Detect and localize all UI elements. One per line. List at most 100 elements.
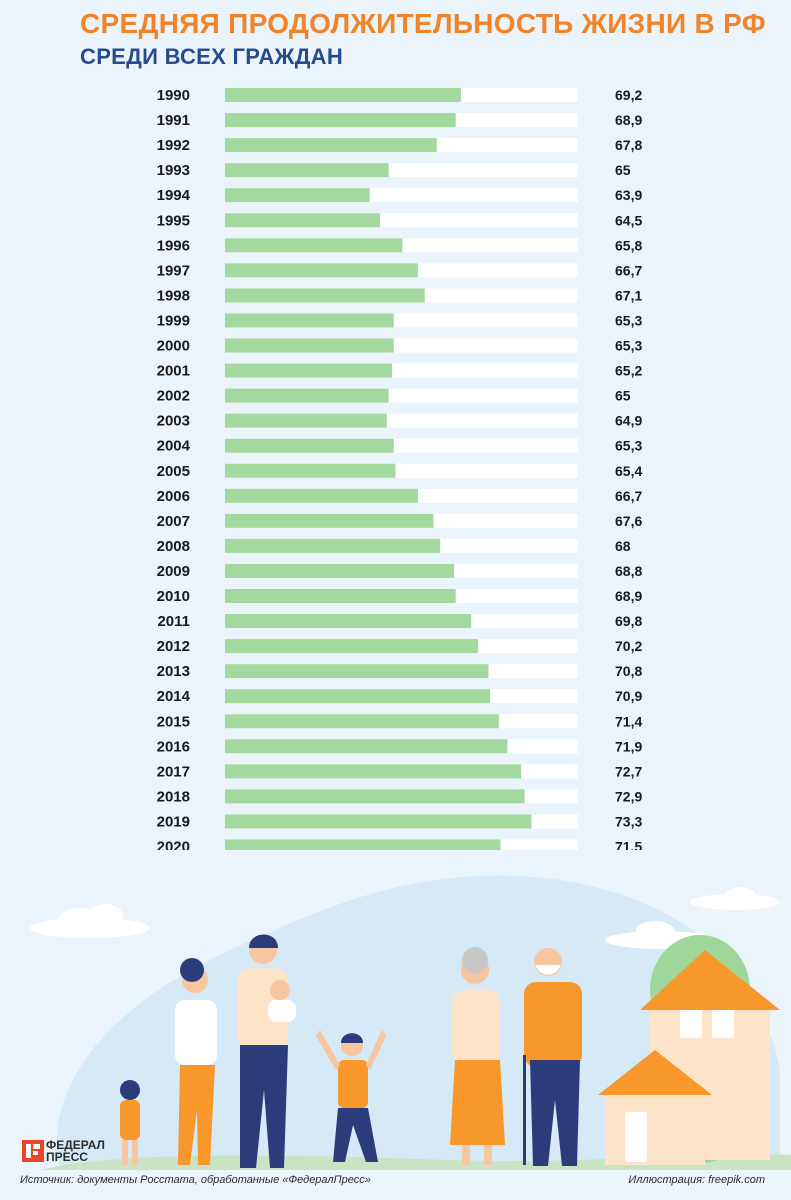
source-note: Источник: документы Росстата, обработанн… [20,1174,371,1186]
value-label: 72,7 [615,763,642,779]
value-label: 70,9 [615,688,642,704]
year-label: 1990 [157,87,190,104]
bar [225,739,508,754]
bar [225,188,370,203]
value-label: 71,5 [615,839,642,851]
year-label: 2014 [157,688,191,705]
value-label: 68 [615,538,631,554]
federal-press-logo: ФЕДЕРАЛ ПРЕСС [20,1138,116,1164]
year-label: 2003 [157,413,190,430]
year-label: 2000 [157,338,190,355]
bar [225,664,489,679]
person-child-girl [120,1080,140,1165]
year-label: 2018 [157,788,190,805]
bar [225,764,522,779]
year-label: 1997 [157,262,190,279]
bar [225,163,389,178]
value-label: 65,3 [615,338,642,354]
logo-text: ФЕДЕРАЛ ПРЕСС [46,1138,105,1164]
bar [225,138,437,153]
illustration-credit: Иллюстрация: freepik.com [628,1174,765,1186]
year-label: 1991 [157,112,190,129]
year-label: 2015 [157,713,190,730]
bar [225,513,434,528]
bar [225,288,425,303]
bar [225,313,394,328]
house-icon [598,950,780,1165]
value-label: 65,4 [615,463,642,479]
year-label: 2016 [157,738,190,755]
value-label: 69,8 [615,613,642,629]
year-label: 2002 [157,388,190,405]
value-label: 72,9 [615,788,642,804]
bar [225,589,456,603]
value-label: 69,2 [615,87,642,103]
person-mother [175,958,217,1165]
value-label: 67,8 [615,137,642,153]
value-label: 66,7 [615,488,642,504]
value-label: 71,9 [615,738,642,754]
bar [225,789,525,804]
year-label: 2020 [157,839,190,851]
year-label: 2008 [157,538,190,555]
year-label: 2006 [157,488,190,505]
year-label: 1995 [157,212,190,229]
bar [225,338,394,353]
value-label: 65,2 [615,363,642,379]
year-label: 1992 [157,137,190,154]
page-subtitle: СРЕДИ ВСЕХ ГРАЖДАН [80,44,344,69]
value-label: 67,1 [615,287,642,303]
year-label: 2017 [157,763,190,780]
year-label: 1993 [157,162,190,179]
background-blob [56,875,781,1170]
value-label: 65 [615,388,631,404]
year-label: 1996 [157,237,190,254]
bar [225,714,499,729]
value-label: 65,3 [615,312,642,328]
value-label: 70,2 [615,638,642,654]
year-label: 1999 [157,312,190,329]
year-label: 2004 [157,438,191,455]
bar [225,113,456,128]
value-label: 64,9 [615,413,642,429]
year-label: 2007 [157,513,190,530]
value-label: 73,3 [615,813,642,829]
value-label: 68,9 [615,588,642,604]
bar [225,538,441,553]
bar [225,413,387,428]
value-label: 65,3 [615,438,642,454]
bar [225,563,455,578]
year-label: 1994 [157,187,191,204]
bar [225,438,394,453]
year-label: 2011 [157,613,190,630]
cloud-icon [30,887,780,949]
page-title: СРЕДНЯЯ ПРОДОЛЖИТЕЛЬНОСТЬ ЖИЗНИ В РФ [80,8,766,39]
value-label: 71,4 [615,713,642,729]
ground [40,1153,791,1170]
bar [225,238,403,253]
bar [225,814,532,829]
person-father [238,934,296,1168]
bar [225,88,461,102]
value-label: 70,8 [615,663,642,679]
family-illustration-icon [30,875,791,1170]
bar [225,689,491,704]
bar [225,614,472,629]
year-label: 2010 [157,588,190,605]
year-label: 2019 [157,813,190,830]
bar [225,488,418,503]
bar [225,213,380,228]
life-expectancy-bar-chart: 1990 69,2 1991 68,9 1992 67,8 1993 65 1994 63,9 19… [157,87,642,851]
federal-press-icon [22,1140,44,1162]
bar [225,639,479,654]
bar [225,363,393,378]
year-label: 2013 [157,663,190,680]
value-label: 66,7 [615,262,642,278]
bar [225,388,389,403]
person-grandmother [450,947,505,1165]
value-label: 67,6 [615,513,642,529]
value-label: 68,8 [615,563,642,579]
year-label: 2012 [157,638,190,655]
value-label: 63,9 [615,187,642,203]
year-label: 2001 [157,363,190,380]
